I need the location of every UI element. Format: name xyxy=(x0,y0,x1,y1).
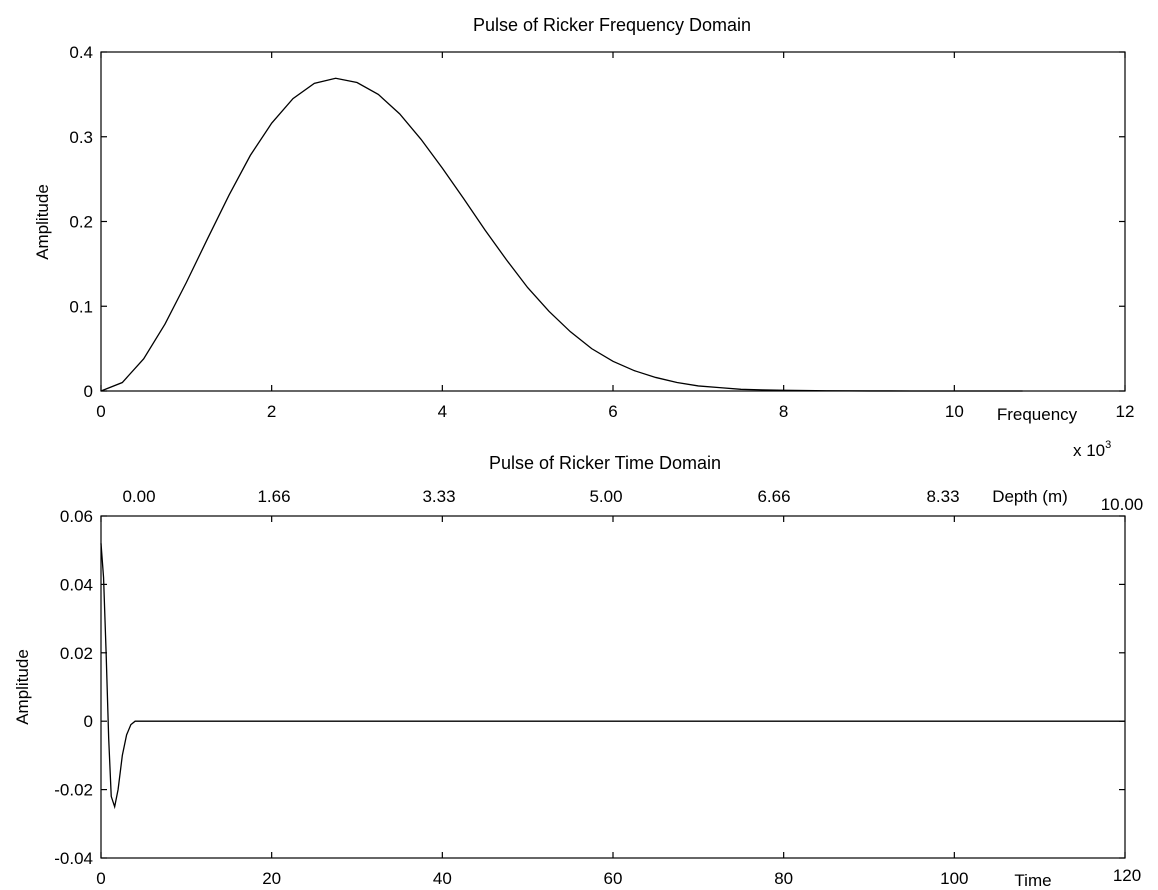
x-tick-label: 0 xyxy=(96,402,105,421)
plot-frame xyxy=(100,515,1126,859)
x-tick-label: 12 xyxy=(1116,402,1135,421)
top-x-tick-labels: 0.00 1.66 3.33 5.00 6.66 8.33 10.00 xyxy=(122,487,1143,514)
y-tick-label: -0.02 xyxy=(54,781,93,800)
chart-title: Pulse of Ricker Frequency Domain xyxy=(473,15,751,35)
top-x-tick-label: 1.66 xyxy=(257,487,290,506)
ricker-pulse-line xyxy=(100,543,1125,810)
y-tick-label: 0.4 xyxy=(69,43,93,62)
x-multiplier-exponent: 3 xyxy=(1105,439,1111,451)
amplitude-spectrum-line xyxy=(100,77,1023,392)
tick-marks xyxy=(100,51,1126,392)
x-tick-label: 100 xyxy=(940,869,968,888)
top-x-tick-label: 3.33 xyxy=(422,487,455,506)
top-x-tick-label: 0.00 xyxy=(122,487,155,506)
x-axis-label: Time xyxy=(1014,871,1051,890)
x-tick-label: 8 xyxy=(779,402,788,421)
y-tick-label: 0.02 xyxy=(60,644,93,663)
time-domain-chart: Pulse of Ricker Time Domain 0 20 40 60 80 100… xyxy=(13,453,1143,890)
y-tick-label: 0.3 xyxy=(69,128,93,147)
top-x-tick-label: 5.00 xyxy=(589,487,622,506)
y-tick-label: 0.1 xyxy=(69,297,93,316)
y-tick-label: 0.06 xyxy=(60,507,93,526)
x-tick-label: 10 xyxy=(945,402,964,421)
x-axis-label: Frequency xyxy=(997,405,1078,424)
top-x-tick-label: 8.33 xyxy=(926,487,959,506)
x-tick-labels: 0 2 4 6 8 10 12 xyxy=(96,402,1134,421)
x-tick-label: 120 xyxy=(1113,866,1141,885)
frequency-domain-chart: Pulse of Ricker Frequency Domain 0 2 4 6 8 10… xyxy=(33,15,1134,460)
x-tick-label: 4 xyxy=(438,402,447,421)
y-tick-label: 0 xyxy=(84,382,93,401)
x-tick-label: 40 xyxy=(433,869,452,888)
x-tick-label: 80 xyxy=(774,869,793,888)
top-x-axis-label: Depth (m) xyxy=(992,487,1068,506)
y-axis-label: Amplitude xyxy=(33,184,52,260)
x-tick-label: 60 xyxy=(604,869,623,888)
y-tick-label: -0.04 xyxy=(54,849,93,868)
x-tick-label: 20 xyxy=(262,869,281,888)
x-tick-labels: 0 20 40 60 80 100 120 xyxy=(96,866,1141,888)
tick-marks xyxy=(100,515,1126,859)
top-x-tick-label: 6.66 xyxy=(757,487,790,506)
x-tick-label: 0 xyxy=(96,869,105,888)
x-multiplier-base: x 10 xyxy=(1073,441,1105,460)
y-tick-labels: 0 0.1 0.2 0.3 0.4 xyxy=(69,43,93,401)
y-axis-label: Amplitude xyxy=(13,649,32,725)
y-tick-labels: -0.04 -0.02 0 0.02 0.04 0.06 xyxy=(54,507,93,868)
plot-frame xyxy=(100,51,1126,392)
x-tick-label: 6 xyxy=(608,402,617,421)
x-tick-label: 2 xyxy=(267,402,276,421)
top-x-tick-label: 10.00 xyxy=(1101,495,1144,514)
x-axis-multiplier: x 103 xyxy=(1073,439,1111,460)
y-tick-label: 0.2 xyxy=(69,213,93,232)
y-tick-label: 0 xyxy=(84,712,93,731)
chart-title: Pulse of Ricker Time Domain xyxy=(489,453,721,473)
y-tick-label: 0.04 xyxy=(60,575,93,594)
